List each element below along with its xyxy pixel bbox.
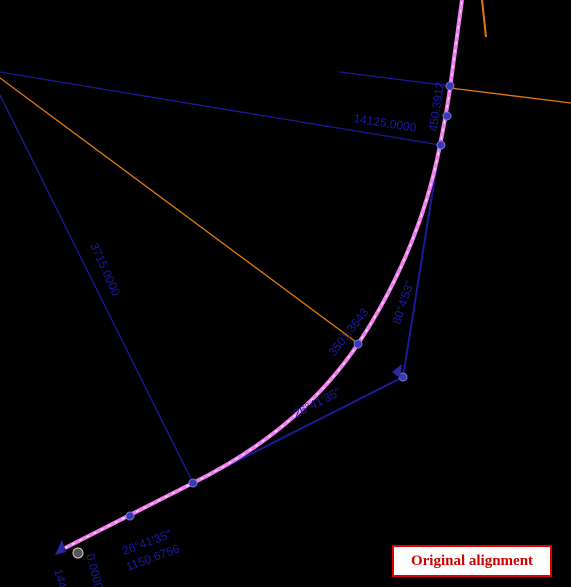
dimension-label: 450.3912 xyxy=(426,81,447,133)
dimension-label: 0.0000 xyxy=(83,552,106,587)
vertex xyxy=(436,140,446,150)
dimension-label: 26°41'35" xyxy=(291,385,343,421)
tangent-polyline xyxy=(64,144,441,549)
dimension-label: 3715.0000 xyxy=(87,241,123,299)
start-point xyxy=(72,547,84,559)
alignment-curve xyxy=(64,0,464,550)
legend-label: Original alignment xyxy=(392,545,552,577)
grips xyxy=(55,364,402,555)
dimension-label: 14125.0000 xyxy=(353,111,418,135)
tangent-line xyxy=(339,71,451,87)
tangent-line xyxy=(0,71,441,146)
vertex xyxy=(353,339,363,349)
offset-line xyxy=(481,0,487,38)
dimension-label: 144 xyxy=(51,567,70,587)
vertex xyxy=(125,511,135,521)
grip xyxy=(392,364,402,378)
radius-line xyxy=(0,94,194,484)
offset-line xyxy=(0,77,357,343)
vertex xyxy=(445,81,455,91)
grip xyxy=(55,540,66,555)
construction-lines xyxy=(0,0,571,549)
vertex xyxy=(442,111,452,121)
vertex xyxy=(188,478,198,488)
offset-line xyxy=(449,87,571,104)
